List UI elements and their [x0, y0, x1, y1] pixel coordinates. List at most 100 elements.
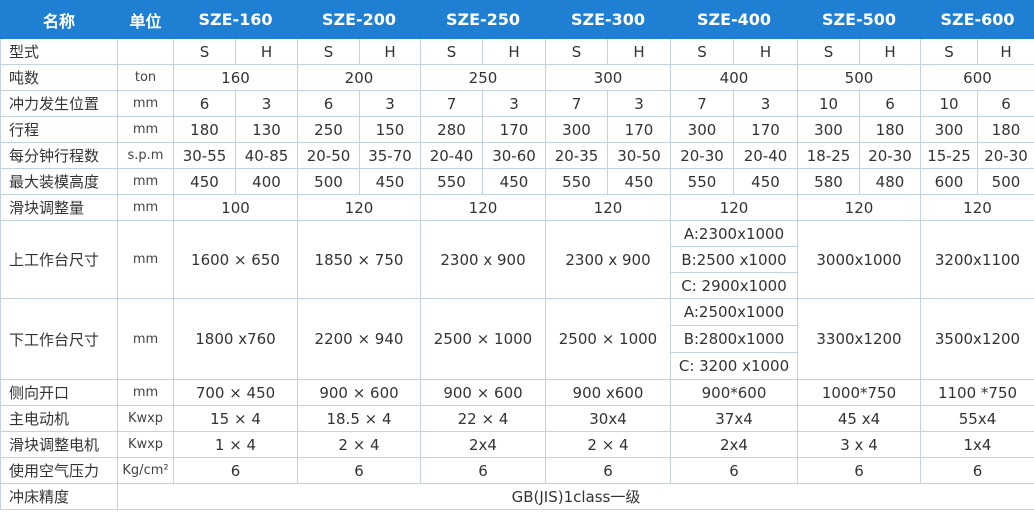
- row-label: 下工作台尺寸: [0, 298, 118, 380]
- row: 行程 mm 180 130 250 150 280 170 300 170 300 170 300 180…: [0, 116, 1034, 143]
- cell: 1800 x760: [173, 298, 298, 380]
- cell: 170: [607, 116, 671, 143]
- cell: 2300 x 900: [420, 220, 546, 299]
- cell: 15 × 4: [173, 405, 298, 432]
- cell: S: [420, 38, 483, 65]
- cell: 130: [235, 116, 298, 143]
- cell: 450: [173, 168, 236, 195]
- cell: 1100 *750: [920, 379, 1034, 406]
- unit: [117, 38, 174, 65]
- cell: 500: [297, 168, 360, 195]
- cell: 300: [545, 116, 608, 143]
- cell: 30-60: [482, 142, 546, 169]
- cell: 180: [977, 116, 1034, 143]
- cell: 6: [420, 457, 546, 484]
- cell: 300: [920, 116, 978, 143]
- cell: 2500 × 1000: [420, 298, 546, 380]
- cell: B:2500 x1000: [670, 246, 798, 273]
- cell: 3300x1200: [797, 298, 921, 380]
- cell: 20-35: [545, 142, 608, 169]
- cell: 120: [670, 194, 798, 221]
- cell: 300: [797, 116, 860, 143]
- cell: 500: [977, 168, 1034, 195]
- cell: H: [482, 38, 546, 65]
- cell: 900 × 600: [297, 379, 421, 406]
- cell: 7: [420, 90, 483, 117]
- cell: S: [920, 38, 978, 65]
- cell: 250: [297, 116, 360, 143]
- header-model: SZE-300: [545, 0, 671, 39]
- cell: C: 2900x1000: [670, 272, 798, 299]
- cell: 37x4: [670, 405, 798, 432]
- cell: H: [359, 38, 421, 65]
- row: C: 3200 x1000: [1, 352, 1034, 380]
- cell: 120: [797, 194, 921, 221]
- cell: 3: [733, 90, 798, 117]
- header-model: SZE-160: [173, 0, 298, 39]
- cell: H: [235, 38, 298, 65]
- cell: C: 3200 x1000: [670, 352, 798, 380]
- cell: 18.5 × 4: [297, 405, 421, 432]
- cell: 6: [297, 90, 360, 117]
- cell: 450: [359, 168, 421, 195]
- cell: 35-70: [359, 142, 421, 169]
- cell: 7: [545, 90, 608, 117]
- cell: 3 x 4: [797, 431, 921, 458]
- cell: 6: [173, 90, 236, 117]
- cell: 700 × 450: [173, 379, 298, 406]
- row-label: 型式: [0, 38, 118, 65]
- cell: 10: [797, 90, 860, 117]
- cell: 30x4: [545, 405, 671, 432]
- header-unit: 单位: [117, 0, 174, 39]
- cell: 15-25: [920, 142, 978, 169]
- row: 上工作台尺寸 mm 1600 × 650 1850 × 750 2300 x 900 23…: [0, 220, 1034, 299]
- row: 滑块调整量 mm 100 120 120 120 120 120 120: [0, 194, 1034, 221]
- cell: 120: [545, 194, 671, 221]
- cell: H: [859, 38, 921, 65]
- row-label: 每分钟行程数: [0, 142, 118, 169]
- cell: 2500 × 1000: [545, 298, 671, 380]
- cell: 400: [670, 64, 798, 91]
- unit: s.p.m: [117, 142, 174, 169]
- cell: H: [977, 38, 1034, 65]
- cell: 6: [859, 90, 921, 117]
- cell: 200: [297, 64, 421, 91]
- cell: 2x4: [670, 431, 798, 458]
- cell: 170: [482, 116, 546, 143]
- row: 每分钟行程数 s.p.m 30-55 40-85 20-50 35-70 20-40 30-6…: [0, 142, 1034, 169]
- cell: 6: [545, 457, 671, 484]
- cell: 150: [359, 116, 421, 143]
- cell: 20-30: [977, 142, 1034, 169]
- cell: 20-30: [670, 142, 734, 169]
- row: 使用空气压力 Kg/cm² 6 6 6 6 6 6 6: [0, 457, 1034, 484]
- header-model: SZE-200: [297, 0, 421, 39]
- row: 型式 S H S H S H S H S H S H S H: [0, 38, 1034, 65]
- cell: 160: [173, 64, 298, 91]
- unit: mm: [117, 220, 174, 299]
- row-label: 行程: [0, 116, 118, 143]
- cell: A:2300x1000: [670, 220, 798, 247]
- cell: 2x4: [420, 431, 546, 458]
- cell: 100: [173, 194, 298, 221]
- cell: 120: [297, 194, 421, 221]
- cell: 22 × 4: [420, 405, 546, 432]
- cell: 1 × 4: [173, 431, 298, 458]
- row-label: 冲力发生位置: [0, 90, 118, 117]
- row: 侧向开口 mm 700 × 450 900 × 600 900 × 600 900 x60…: [0, 379, 1034, 406]
- row-label: 滑块调整电机: [0, 431, 118, 458]
- cell: 450: [733, 168, 798, 195]
- cell: 3: [607, 90, 671, 117]
- cell: 1000*750: [797, 379, 921, 406]
- cell: 550: [545, 168, 608, 195]
- cell: B:2800x1000: [670, 325, 798, 353]
- row: C: 2900x1000: [1, 272, 1034, 299]
- cell: 1850 × 750: [297, 220, 421, 299]
- row-label: 使用空气压力: [0, 457, 118, 484]
- cell: 55x4: [920, 405, 1034, 432]
- cell: 7: [670, 90, 734, 117]
- cell: 120: [420, 194, 546, 221]
- cell: 2300 x 900: [545, 220, 671, 299]
